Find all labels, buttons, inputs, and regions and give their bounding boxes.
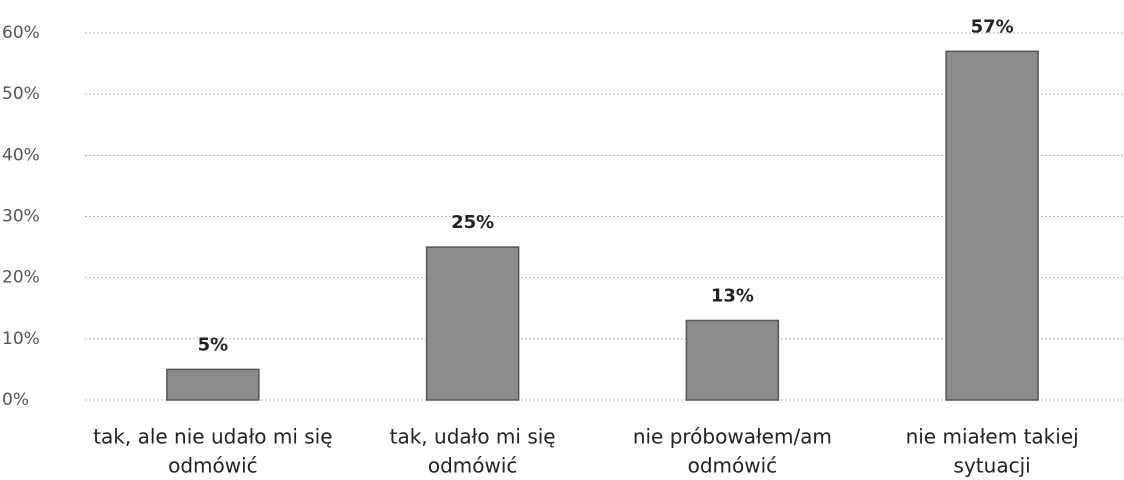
x-tick-label: nie miałem takiej [906,425,1079,449]
y-tick-label: 0% [2,390,29,410]
x-tick-label: sytuacji [954,454,1031,478]
data-label: 13% [711,285,754,306]
x-tick-label: odmówić [428,454,518,478]
y-tick-label: 60% [2,23,40,43]
data-label: 25% [451,212,494,233]
x-tick-label: odmówić [168,454,258,478]
bar [166,368,260,401]
y-tick-label: 10% [2,329,40,349]
bar [945,50,1039,401]
x-tick-label: tak, ale nie udało mi się [93,425,332,449]
x-tick-label: nie próbowałem/am [633,425,832,449]
y-tick-label: 30% [2,207,40,227]
data-label: 5% [198,334,229,355]
x-tick-label: tak, udało mi się [390,425,556,449]
x-tick-label: odmówić [688,454,778,478]
y-tick-label: 40% [2,145,40,165]
y-tick-label: 50% [2,84,40,104]
bar [685,319,780,401]
bar [425,246,520,401]
y-tick-label: 20% [2,268,40,288]
data-label: 57% [971,16,1014,37]
